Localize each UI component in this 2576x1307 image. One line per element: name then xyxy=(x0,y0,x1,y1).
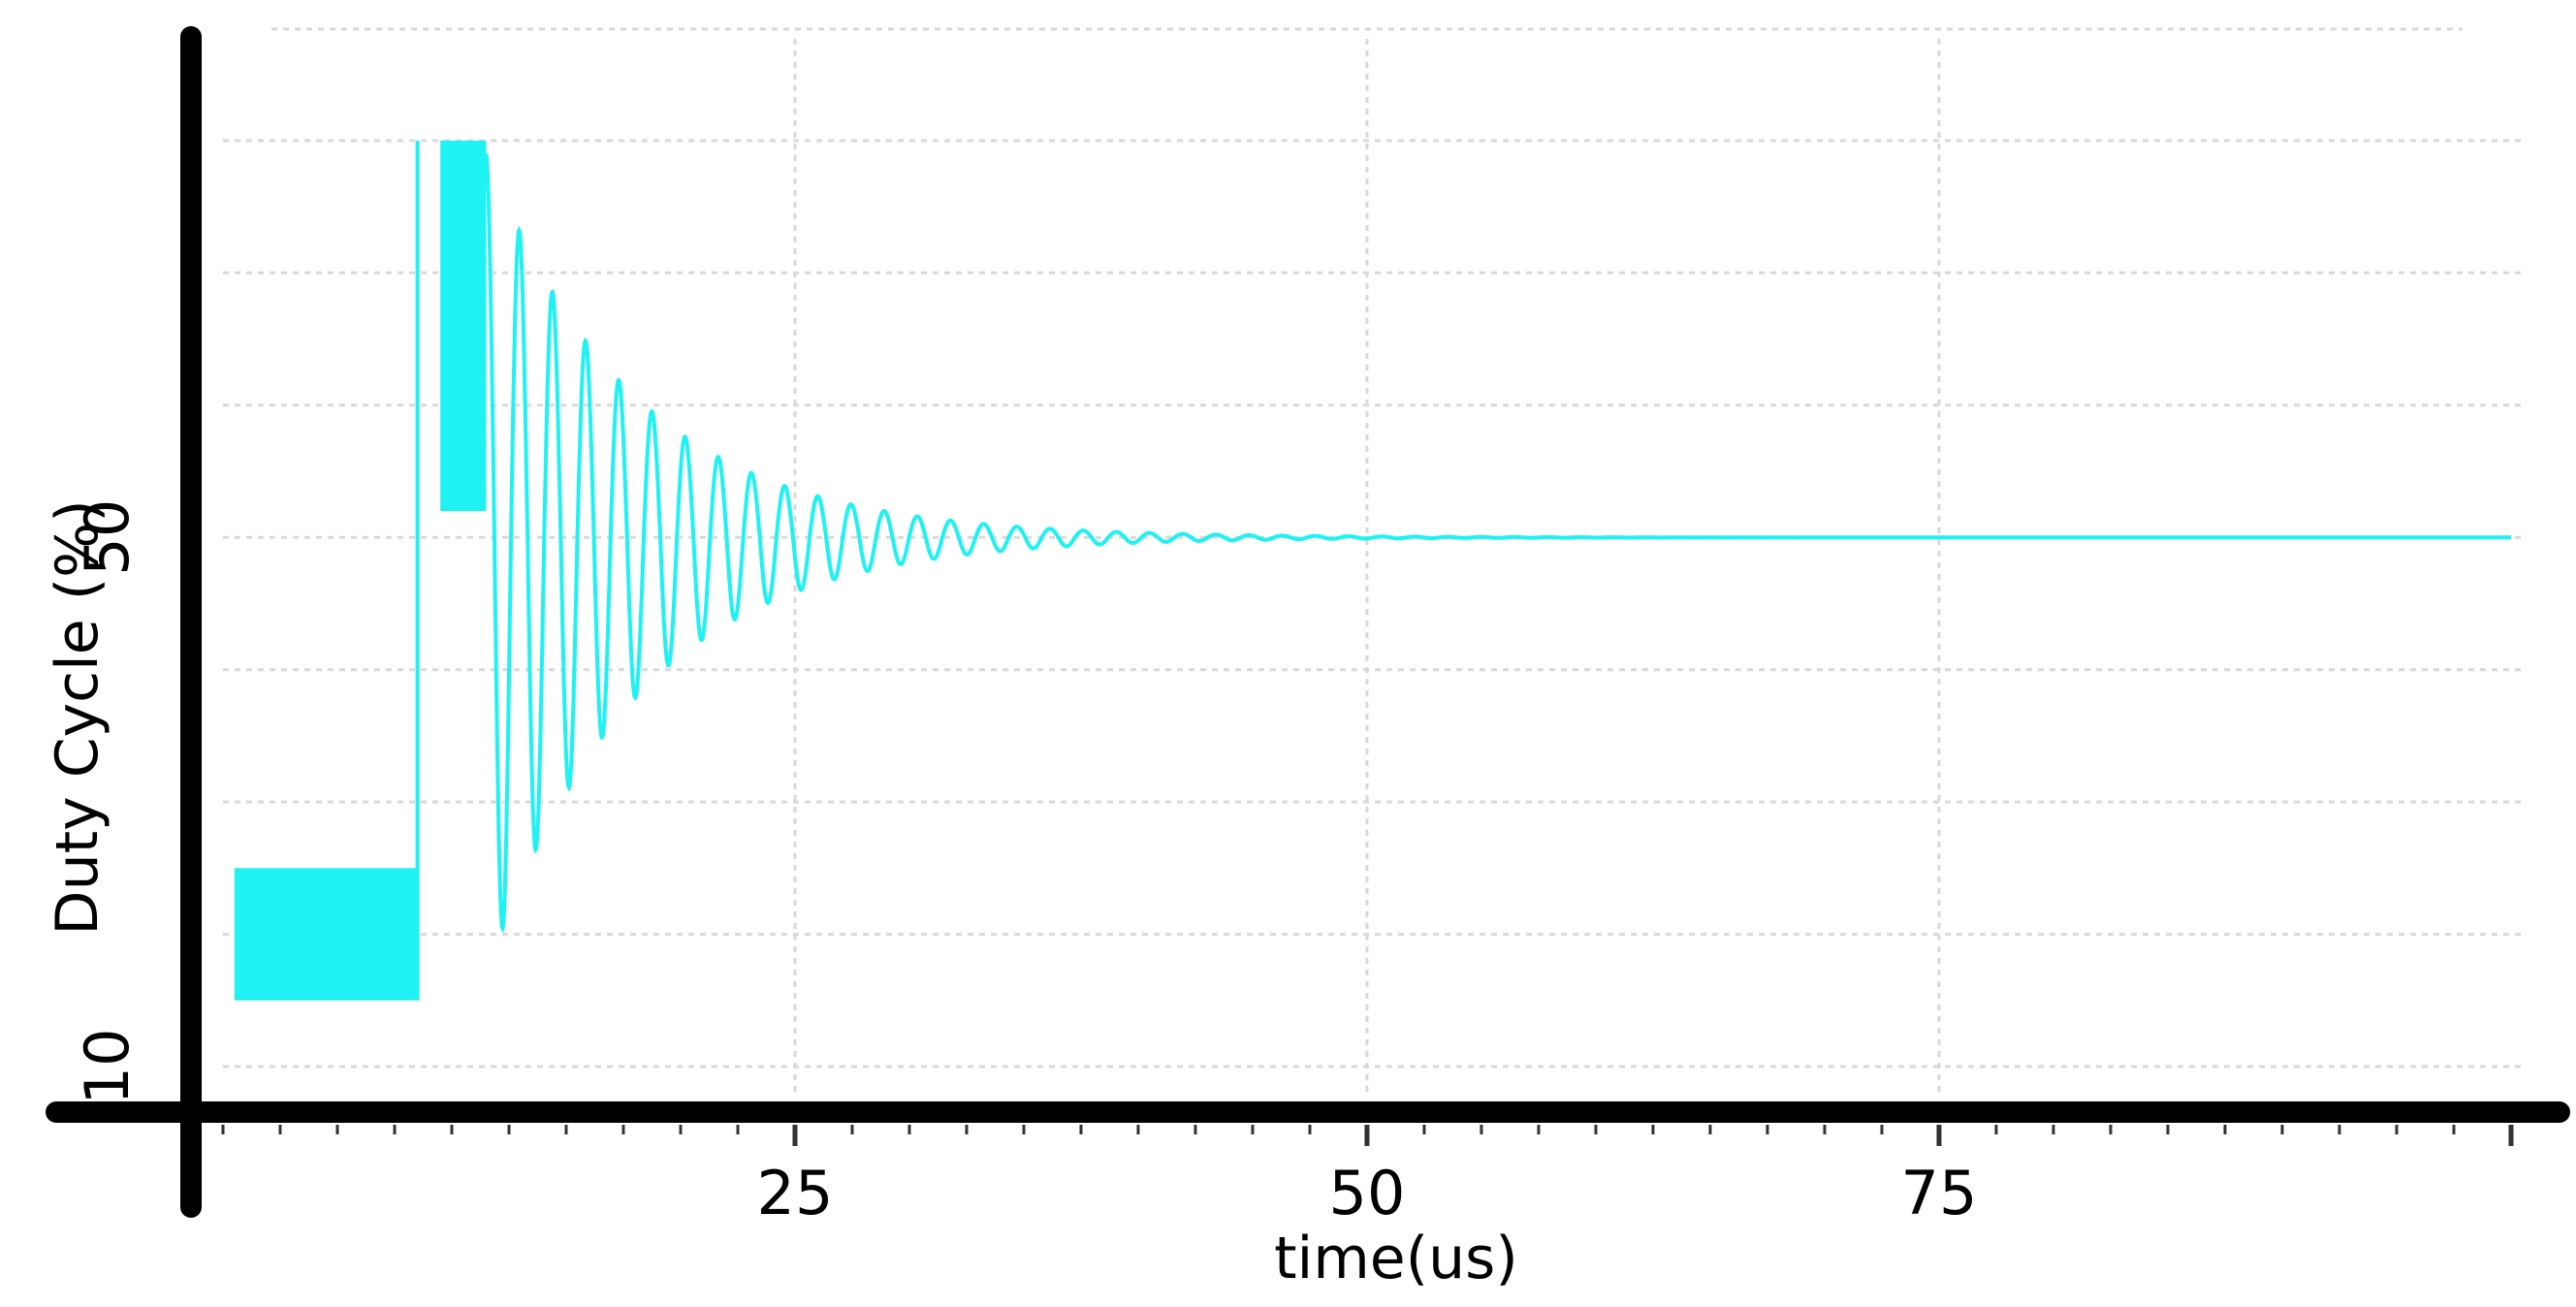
grid-lines xyxy=(223,27,2521,1096)
x-tick-label: 75 xyxy=(1901,1158,1978,1228)
y-tick-group: 10 50 xyxy=(72,499,143,1105)
x-tick-group: 25 50 75 xyxy=(221,1125,2514,1228)
y-tick-label: 50 xyxy=(72,499,143,576)
series-group xyxy=(234,141,2511,1001)
saturated-duty-band xyxy=(440,141,487,511)
x-tick-label: 25 xyxy=(757,1158,834,1228)
y-axis-label: Duty Cycle (%) xyxy=(44,499,111,935)
duty-cycle-response-line xyxy=(484,153,2511,934)
axes-group xyxy=(46,26,2570,1218)
x-tick-label: 50 xyxy=(1329,1158,1406,1228)
x-axis-label: time(us) xyxy=(1274,1225,1518,1292)
y-tick-label: 10 xyxy=(72,1029,143,1105)
initial-duty-band xyxy=(234,868,418,1001)
